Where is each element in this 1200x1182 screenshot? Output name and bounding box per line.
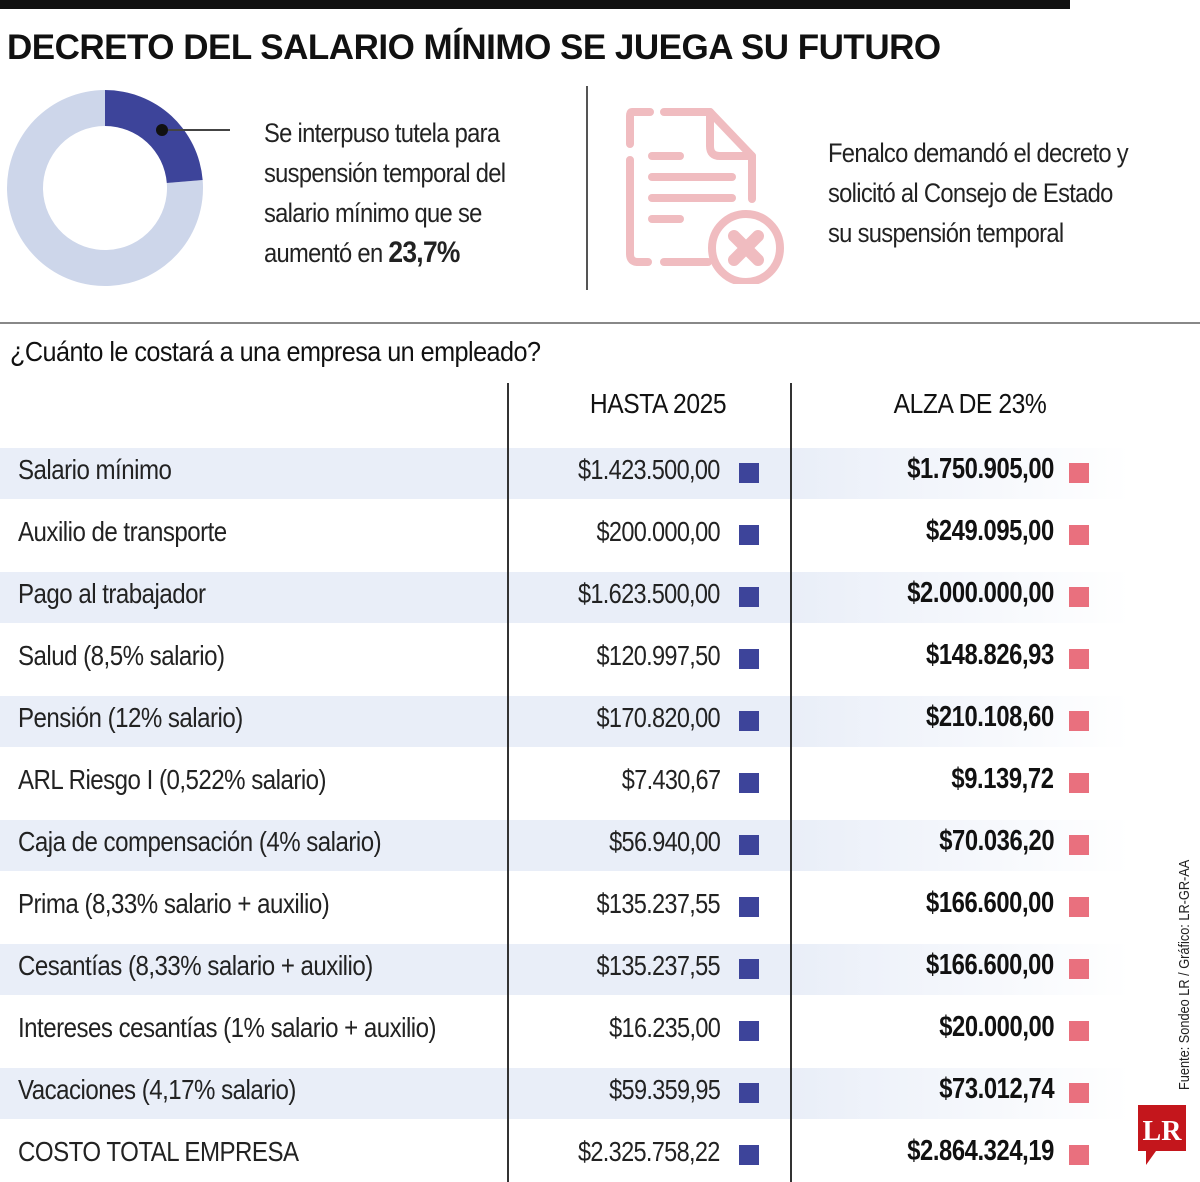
marker-hasta-2025 bbox=[739, 835, 759, 855]
table-row: Pago al trabajador $1.623.500,00 $2.000.00… bbox=[0, 572, 1130, 623]
note-line: aumentó en bbox=[264, 238, 389, 268]
note-line: su suspensión temporal bbox=[828, 218, 1064, 248]
table-row: Vacaciones (4,17% salario) $59.359,95 $73.… bbox=[0, 1068, 1130, 1119]
marker-hasta-2025 bbox=[739, 773, 759, 793]
source-credit: Fuente: Sondeo LR / Gráfico: LR-GR-AA bbox=[1176, 859, 1193, 1090]
table-row: Auxilio de transporte $200.000,00 $249.095… bbox=[0, 510, 1130, 561]
section-separator bbox=[0, 322, 1200, 324]
table-row: Intereses cesantías (1% salario + auxili… bbox=[0, 1006, 1130, 1057]
table-row: Pensión (12% salario) $170.820,00 $210.108… bbox=[0, 696, 1130, 747]
value-alza: $210.108,60 bbox=[926, 701, 1054, 733]
row-label: Intereses cesantías (1% salario + auxili… bbox=[18, 1012, 437, 1043]
table-row: Prima (8,33% salario + auxilio) $135.237,… bbox=[0, 882, 1130, 933]
marker-hasta-2025 bbox=[739, 525, 759, 545]
column-header-hasta-2025: HASTA 2025 bbox=[589, 388, 727, 419]
value-alza: $9.139,72 bbox=[951, 763, 1055, 795]
marker-hasta-2025 bbox=[739, 1083, 759, 1103]
value-alza: $249.095,00 bbox=[926, 515, 1054, 547]
value-hasta-2025: $59.359,95 bbox=[609, 1074, 721, 1105]
value-alza: $1.750.905,00 bbox=[907, 453, 1054, 485]
donut-chart bbox=[6, 90, 230, 286]
row-label: COSTO TOTAL EMPRESA bbox=[18, 1136, 299, 1167]
value-alza: $166.600,00 bbox=[926, 949, 1054, 981]
marker-alza bbox=[1069, 897, 1089, 917]
row-label: Pago al trabajador bbox=[18, 578, 206, 609]
value-hasta-2025: $120.997,50 bbox=[596, 640, 721, 671]
value-hasta-2025: $1.423.500,00 bbox=[578, 454, 720, 485]
note-line: salario mínimo que se bbox=[264, 198, 482, 228]
table-row: COSTO TOTAL EMPRESA $2.325.758,22 $2.864.3… bbox=[0, 1130, 1130, 1181]
note-fenalco: Fenalco demandó el decreto y solicitó al… bbox=[828, 133, 1129, 253]
value-hasta-2025: $135.237,55 bbox=[596, 950, 721, 981]
value-hasta-2025: $170.820,00 bbox=[596, 702, 721, 733]
marker-hasta-2025 bbox=[739, 1145, 759, 1165]
table-row: Caja de compensación (4% salario) $56.940… bbox=[0, 820, 1130, 871]
divider bbox=[586, 86, 588, 290]
marker-hasta-2025 bbox=[739, 959, 759, 979]
value-hasta-2025: $7.430,67 bbox=[621, 764, 720, 795]
row-label: Vacaciones (4,17% salario) bbox=[18, 1074, 296, 1105]
value-alza: $70.036,20 bbox=[939, 825, 1054, 857]
note-line: Fenalco demandó el decreto y bbox=[828, 138, 1129, 168]
row-label: Salario mínimo bbox=[18, 454, 172, 485]
lr-logo: LR bbox=[1138, 1105, 1186, 1165]
top-rule bbox=[0, 0, 1070, 9]
value-alza: $148.826,93 bbox=[926, 639, 1054, 671]
marker-alza bbox=[1069, 587, 1089, 607]
marker-hasta-2025 bbox=[739, 463, 759, 483]
row-label: Salud (8,5% salario) bbox=[18, 640, 225, 671]
value-alza: $166.600,00 bbox=[926, 887, 1054, 919]
marker-hasta-2025 bbox=[739, 897, 759, 917]
callout-dot bbox=[156, 124, 168, 136]
column-divider bbox=[790, 383, 792, 1182]
highlight-percent: 23,7% bbox=[388, 236, 460, 269]
marker-alza bbox=[1069, 649, 1089, 669]
value-hasta-2025: $135.237,55 bbox=[596, 888, 721, 919]
column-header-alza: ALZA DE 23% bbox=[893, 388, 1047, 419]
value-alza: $2.000.000,00 bbox=[907, 577, 1054, 609]
marker-alza bbox=[1069, 1145, 1089, 1165]
marker-hasta-2025 bbox=[739, 1021, 759, 1041]
row-label: Caja de compensación (4% salario) bbox=[18, 826, 382, 857]
value-alza: $20.000,00 bbox=[939, 1011, 1054, 1043]
marker-hasta-2025 bbox=[739, 711, 759, 731]
row-label: ARL Riesgo I (0,522% salario) bbox=[18, 764, 327, 795]
value-alza: $73.012,74 bbox=[939, 1073, 1054, 1105]
table-question: ¿Cuánto le costará a una empresa un empl… bbox=[10, 336, 541, 367]
column-divider bbox=[507, 383, 509, 1182]
table-row: Salud (8,5% salario) $120.997,50 $148.826,… bbox=[0, 634, 1130, 685]
document-x-icon bbox=[626, 108, 784, 284]
row-label: Prima (8,33% salario + auxilio) bbox=[18, 888, 330, 919]
row-label: Pensión (12% salario) bbox=[18, 702, 243, 733]
table-row: Cesantías (8,33% salario + auxilio) $135.… bbox=[0, 944, 1130, 995]
donut-segment-increase bbox=[105, 90, 203, 183]
value-hasta-2025: $16.235,00 bbox=[609, 1012, 721, 1043]
value-hasta-2025: $200.000,00 bbox=[596, 516, 721, 547]
table-row: ARL Riesgo I (0,522% salario) $7.430,67 $9… bbox=[0, 758, 1130, 809]
marker-alza bbox=[1069, 463, 1089, 483]
marker-alza bbox=[1069, 1021, 1089, 1041]
marker-alza bbox=[1069, 959, 1089, 979]
marker-alza bbox=[1069, 1083, 1089, 1103]
marker-hasta-2025 bbox=[739, 587, 759, 607]
marker-hasta-2025 bbox=[739, 649, 759, 669]
marker-alza bbox=[1069, 711, 1089, 731]
marker-alza bbox=[1069, 525, 1089, 545]
value-hasta-2025: $2.325.758,22 bbox=[578, 1136, 720, 1167]
note-line: suspensión temporal del bbox=[264, 158, 506, 188]
marker-alza bbox=[1069, 773, 1089, 793]
value-hasta-2025: $1.623.500,00 bbox=[578, 578, 720, 609]
table-row: Salario mínimo $1.423.500,00 $1.750.905,00 bbox=[0, 448, 1130, 499]
page-title: DECRETO DEL SALARIO MÍNIMO SE JUEGA SU F… bbox=[7, 28, 941, 67]
donut-segment-rest bbox=[6, 90, 203, 286]
value-hasta-2025: $56.940,00 bbox=[609, 826, 721, 857]
svg-text:LR: LR bbox=[1143, 1116, 1183, 1147]
row-label: Auxilio de transporte bbox=[18, 516, 227, 547]
value-alza: $2.864.324,19 bbox=[907, 1135, 1054, 1167]
marker-alza bbox=[1069, 835, 1089, 855]
note-tutela: Se interpuso tutela para suspensión temp… bbox=[264, 113, 506, 273]
note-line: Se interpuso tutela para bbox=[264, 118, 500, 148]
row-label: Cesantías (8,33% salario + auxilio) bbox=[18, 950, 373, 981]
note-line: solicitó al Consejo de Estado bbox=[828, 178, 1113, 208]
